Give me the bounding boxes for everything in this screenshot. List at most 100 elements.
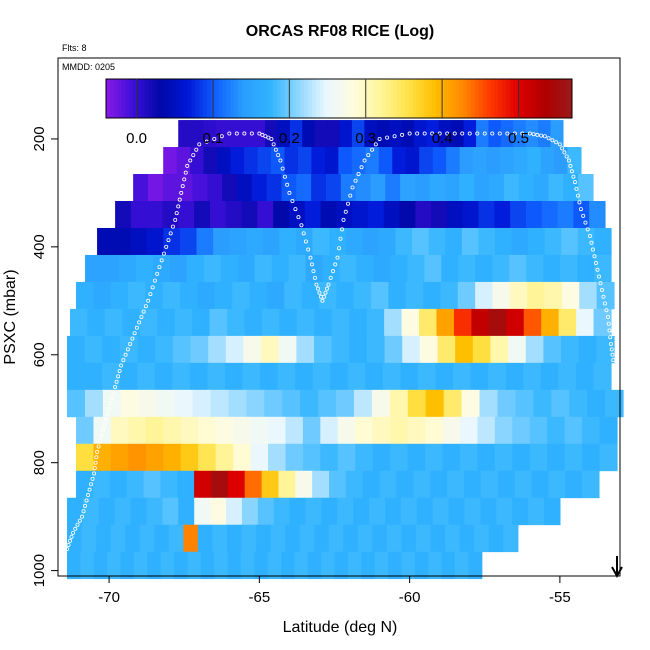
heatmap-cell xyxy=(246,227,264,256)
colorbar-segment xyxy=(548,79,554,118)
heatmap-cell xyxy=(425,416,444,445)
heatmap-cell xyxy=(459,147,474,175)
colorbar-segment xyxy=(148,79,154,118)
heatmap-cell xyxy=(294,551,309,580)
heatmap-cell xyxy=(425,389,445,418)
flight-track-point xyxy=(604,308,609,313)
heatmap-cell xyxy=(282,389,301,418)
heatmap-cell xyxy=(543,335,562,364)
flight-track-point xyxy=(137,320,142,325)
heatmap-cell xyxy=(230,147,245,175)
heatmap-cell xyxy=(257,200,274,229)
heatmap-cell xyxy=(497,389,516,418)
heatmap-cell xyxy=(567,147,582,175)
heatmap-cell xyxy=(168,524,184,553)
colorbar-segment xyxy=(125,79,130,118)
heatmap-cell xyxy=(213,227,231,256)
heatmap-cell xyxy=(478,227,496,256)
heatmap-cell xyxy=(138,389,158,418)
flight-track-point xyxy=(81,509,86,514)
heatmap-cell xyxy=(471,308,490,337)
flight-track-point xyxy=(317,290,322,295)
flight-track-point xyxy=(338,236,343,241)
heatmap-cell xyxy=(154,524,170,553)
colorbar-segment xyxy=(304,79,309,118)
heatmap-cell xyxy=(241,200,258,229)
heatmap-cell xyxy=(203,147,218,175)
colorbar-segment xyxy=(226,79,231,118)
heatmap-cell xyxy=(118,254,137,283)
heatmap-cell xyxy=(270,524,286,553)
heatmap-cell xyxy=(209,200,227,229)
flight-track-point xyxy=(180,184,185,189)
heatmap-cell xyxy=(523,308,542,337)
heatmap-cell xyxy=(194,200,211,229)
heatmap-cell xyxy=(437,335,456,364)
colorbar-segment xyxy=(234,79,239,118)
heatmap-cell xyxy=(180,443,199,472)
colorbar-segment xyxy=(156,79,161,118)
heatmap-cell xyxy=(227,470,246,499)
flight-track-point xyxy=(83,503,88,508)
heatmap-cell xyxy=(357,524,373,553)
heatmap-cell xyxy=(412,227,430,256)
colorbar-segment xyxy=(568,79,573,118)
flight-track-point xyxy=(581,213,586,218)
flight-track-point xyxy=(392,134,397,139)
heatmap-cell xyxy=(388,551,403,580)
colorbar-segment xyxy=(245,79,251,118)
heatmap-cell xyxy=(373,254,392,283)
heatmap-cell xyxy=(419,335,439,364)
colorbar-segment xyxy=(218,79,223,118)
heatmap-cell xyxy=(336,281,355,310)
heatmap-cell xyxy=(120,551,135,580)
heatmap-cell xyxy=(266,174,283,202)
colorbar-segment xyxy=(253,79,258,118)
heatmap-cell xyxy=(424,254,442,283)
heatmap-cell xyxy=(565,470,583,499)
flight-track-point xyxy=(505,131,510,136)
heatmap-cell xyxy=(407,389,427,418)
heatmap-cell xyxy=(338,147,353,175)
colorbar-segment xyxy=(292,79,297,118)
heatmap-cell xyxy=(295,362,314,391)
flight-track-point xyxy=(87,487,92,492)
heatmap-cell xyxy=(473,147,488,175)
flight-track-point xyxy=(343,209,348,214)
heatmap-cell xyxy=(329,470,347,499)
flight-track-point xyxy=(296,215,301,220)
heatmap-cell xyxy=(355,174,372,202)
heatmap-cell xyxy=(401,308,420,337)
heatmap-cell xyxy=(110,416,129,445)
heatmap-cell xyxy=(447,470,465,499)
heatmap-cell xyxy=(506,308,525,337)
flight-track-point xyxy=(437,131,442,136)
flight-track-point xyxy=(445,131,450,136)
colorbar-segment xyxy=(517,79,523,118)
heatmap-cell xyxy=(154,362,173,391)
flight-track xyxy=(65,131,616,552)
flight-track-point xyxy=(359,165,364,170)
heatmap-cell xyxy=(228,389,247,418)
flight-track-point xyxy=(98,439,103,444)
heatmap-cell xyxy=(541,308,560,337)
heatmap-cell xyxy=(414,551,429,580)
heatmap-cell xyxy=(246,389,265,418)
heatmap-cell xyxy=(462,200,480,229)
heatmap-cell xyxy=(241,497,259,526)
heatmap-cell xyxy=(93,281,112,310)
flight-track-point xyxy=(102,422,107,427)
flight-track-point xyxy=(539,133,544,138)
heatmap-cell xyxy=(139,524,155,553)
heatmap-cell xyxy=(285,443,304,472)
colorbar-segment xyxy=(106,79,111,118)
heatmap-cell xyxy=(145,443,164,472)
heatmap-cell xyxy=(401,551,416,580)
heatmap-cell xyxy=(115,200,132,229)
heatmap-cell xyxy=(428,551,443,580)
heatmap-cell xyxy=(84,362,103,391)
heatmap-cell xyxy=(503,524,519,553)
heatmap-cell xyxy=(266,281,285,310)
flight-track-point xyxy=(314,282,319,287)
heatmap-cell xyxy=(260,362,279,391)
